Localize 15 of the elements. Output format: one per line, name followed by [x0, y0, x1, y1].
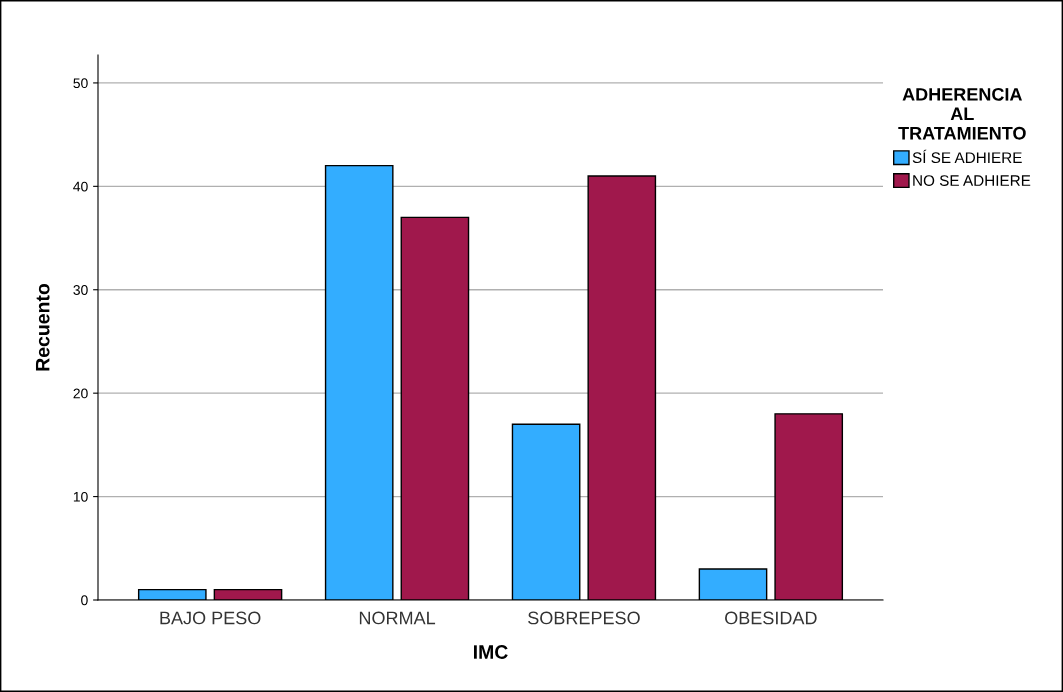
- y-axis-title: Recuento: [35, 283, 50, 371]
- x-tick-label: SOBREPESO: [528, 611, 640, 625]
- x-axis-title: IMC: [473, 645, 508, 659]
- x-tick-label: NORMAL: [359, 611, 436, 625]
- legend-title: ADHERENCIA AL TRATAMIENTO: [898, 87, 1026, 140]
- y-tick-label: 40: [73, 181, 88, 192]
- y-tick-label: 0: [81, 595, 88, 606]
- y-tick-label: 20: [73, 388, 88, 399]
- y-tick-label: 30: [73, 285, 88, 295]
- x-tick-label: OBESIDAD: [725, 611, 817, 625]
- x-tick-label: BAJO PESO: [160, 611, 261, 625]
- legend-label: NO SE ADHIERE: [913, 175, 1031, 186]
- legend-label: SÍ SE ADHIERE: [912, 149, 1022, 164]
- y-tick-label: 10: [73, 491, 88, 502]
- y-tick-label: 50: [73, 78, 88, 89]
